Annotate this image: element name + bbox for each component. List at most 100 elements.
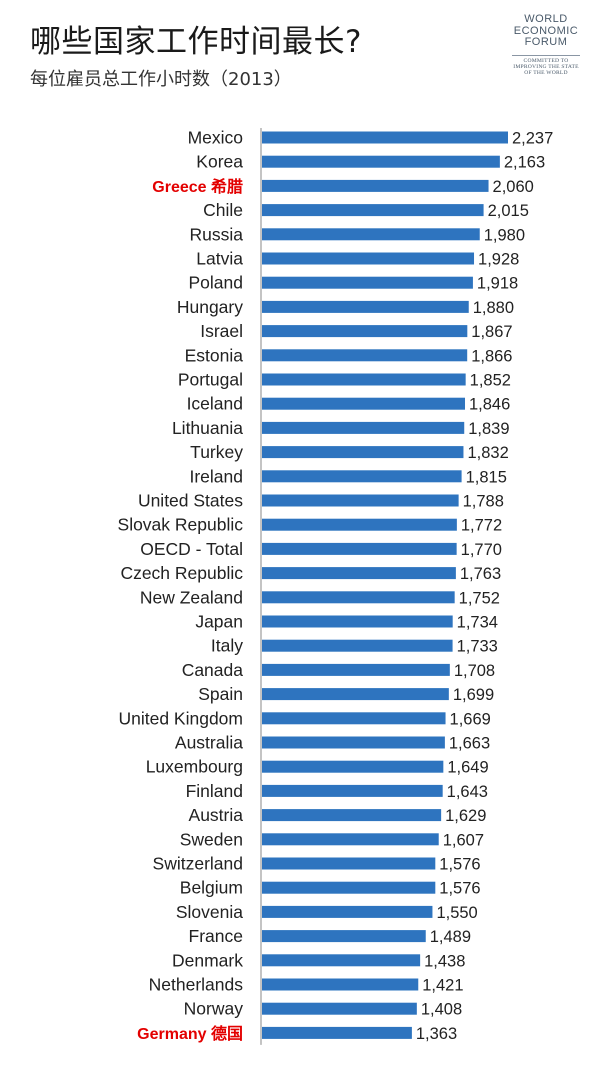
bar [262,494,459,507]
category-label: Netherlands [149,975,244,995]
category-label: Russia [190,224,244,244]
bar [262,470,462,483]
value-label: 1,852 [470,372,511,390]
bar [262,276,473,289]
value-label: 1,699 [453,686,494,704]
category-label: Iceland [187,394,243,414]
category-label: Korea [196,152,243,172]
page-title: 哪些国家工作时间最长? [30,24,362,60]
bar [262,131,508,144]
category-label: Chile [203,200,243,220]
value-label: 1,880 [473,299,514,317]
bar [262,712,446,725]
category-label: Italy [211,636,243,656]
value-label: 2,015 [488,202,529,220]
bar [262,204,484,217]
bar [262,954,421,967]
bar [262,228,480,241]
category-label: Belgium [180,878,243,898]
category-label: Poland [189,273,244,293]
value-label: 1,772 [461,517,502,535]
bar [262,930,426,943]
category-label: United States [138,491,243,511]
value-label: 1,846 [469,396,510,414]
value-label: 1,576 [439,856,480,874]
category-label: Germany 德国 [137,1024,243,1043]
category-label: Australia [175,733,243,753]
category-label: Slovenia [176,902,243,922]
value-label: 1,663 [449,735,490,753]
value-label: 2,237 [512,130,553,148]
bar [262,905,433,918]
category-label: Denmark [172,950,243,970]
bar [262,518,457,531]
bar [262,881,436,894]
bar [262,639,453,652]
category-label: Spain [198,684,243,704]
value-label: 1,489 [430,928,471,946]
logo-name: WORLD ECONOMIC FORUM [513,13,579,48]
bar [262,567,456,580]
category-label: Hungary [177,297,243,317]
bar [262,833,439,846]
value-label: 1,867 [471,323,512,341]
value-label: 1,928 [478,251,519,269]
category-label: Latvia [196,249,243,269]
bar [262,663,450,676]
value-label: 1,763 [460,565,501,583]
category-label: Israel [200,321,243,341]
bar [262,421,465,434]
category-label: Finland [186,781,243,801]
value-label: 1,607 [443,831,484,849]
category-label: Czech Republic [120,563,243,583]
value-label: 1,708 [454,662,495,680]
category-label: Switzerland [153,854,243,874]
value-label: 1,363 [416,1025,457,1043]
page-subtitle: 每位雇员总工作小时数（2013） [30,69,292,90]
value-label: 1,576 [439,880,480,898]
bar [262,373,466,386]
value-label: 1,770 [461,541,502,559]
bar [262,300,469,313]
bar [262,397,466,410]
value-label: 1,649 [447,759,488,777]
bar [262,784,443,797]
category-label: Luxembourg [146,757,243,777]
value-label: 1,438 [424,952,465,970]
bar [262,688,449,701]
category-label: Canada [182,660,244,680]
bar [262,1002,417,1015]
value-label: 1,788 [463,493,504,511]
logo-divider [512,54,580,56]
bar [262,349,468,362]
category-label: Greece 希腊 [152,177,243,196]
category-label: Estonia [185,345,244,365]
value-label: 1,839 [468,420,509,438]
bar [262,252,475,265]
category-label: New Zealand [140,587,243,607]
category-label: Sweden [180,829,243,849]
value-label: 1,918 [477,275,518,293]
value-label: 1,866 [471,347,512,365]
value-label: 1,421 [422,977,463,995]
value-label: 1,832 [467,444,508,462]
bar [262,179,489,192]
category-label: Ireland [189,466,243,486]
value-label: 1,643 [447,783,488,801]
category-label: Japan [195,612,243,632]
logo-tagline: COMMITTED TO IMPROVING THE STATE OF THE … [513,57,579,76]
bar [262,760,444,773]
value-label: 2,060 [493,178,534,196]
bar [262,978,419,991]
bar [262,591,455,604]
category-label: Austria [189,805,244,825]
category-label: Mexico [188,128,243,148]
value-label: 1,815 [466,468,507,486]
wef-logo: WORLD ECONOMIC FORUM COMMITTED TO IMPROV… [506,13,586,76]
category-label: OECD - Total [140,539,243,559]
category-label: Lithuania [172,418,243,438]
bar [262,446,464,459]
bar [262,325,468,338]
bar [262,809,442,822]
